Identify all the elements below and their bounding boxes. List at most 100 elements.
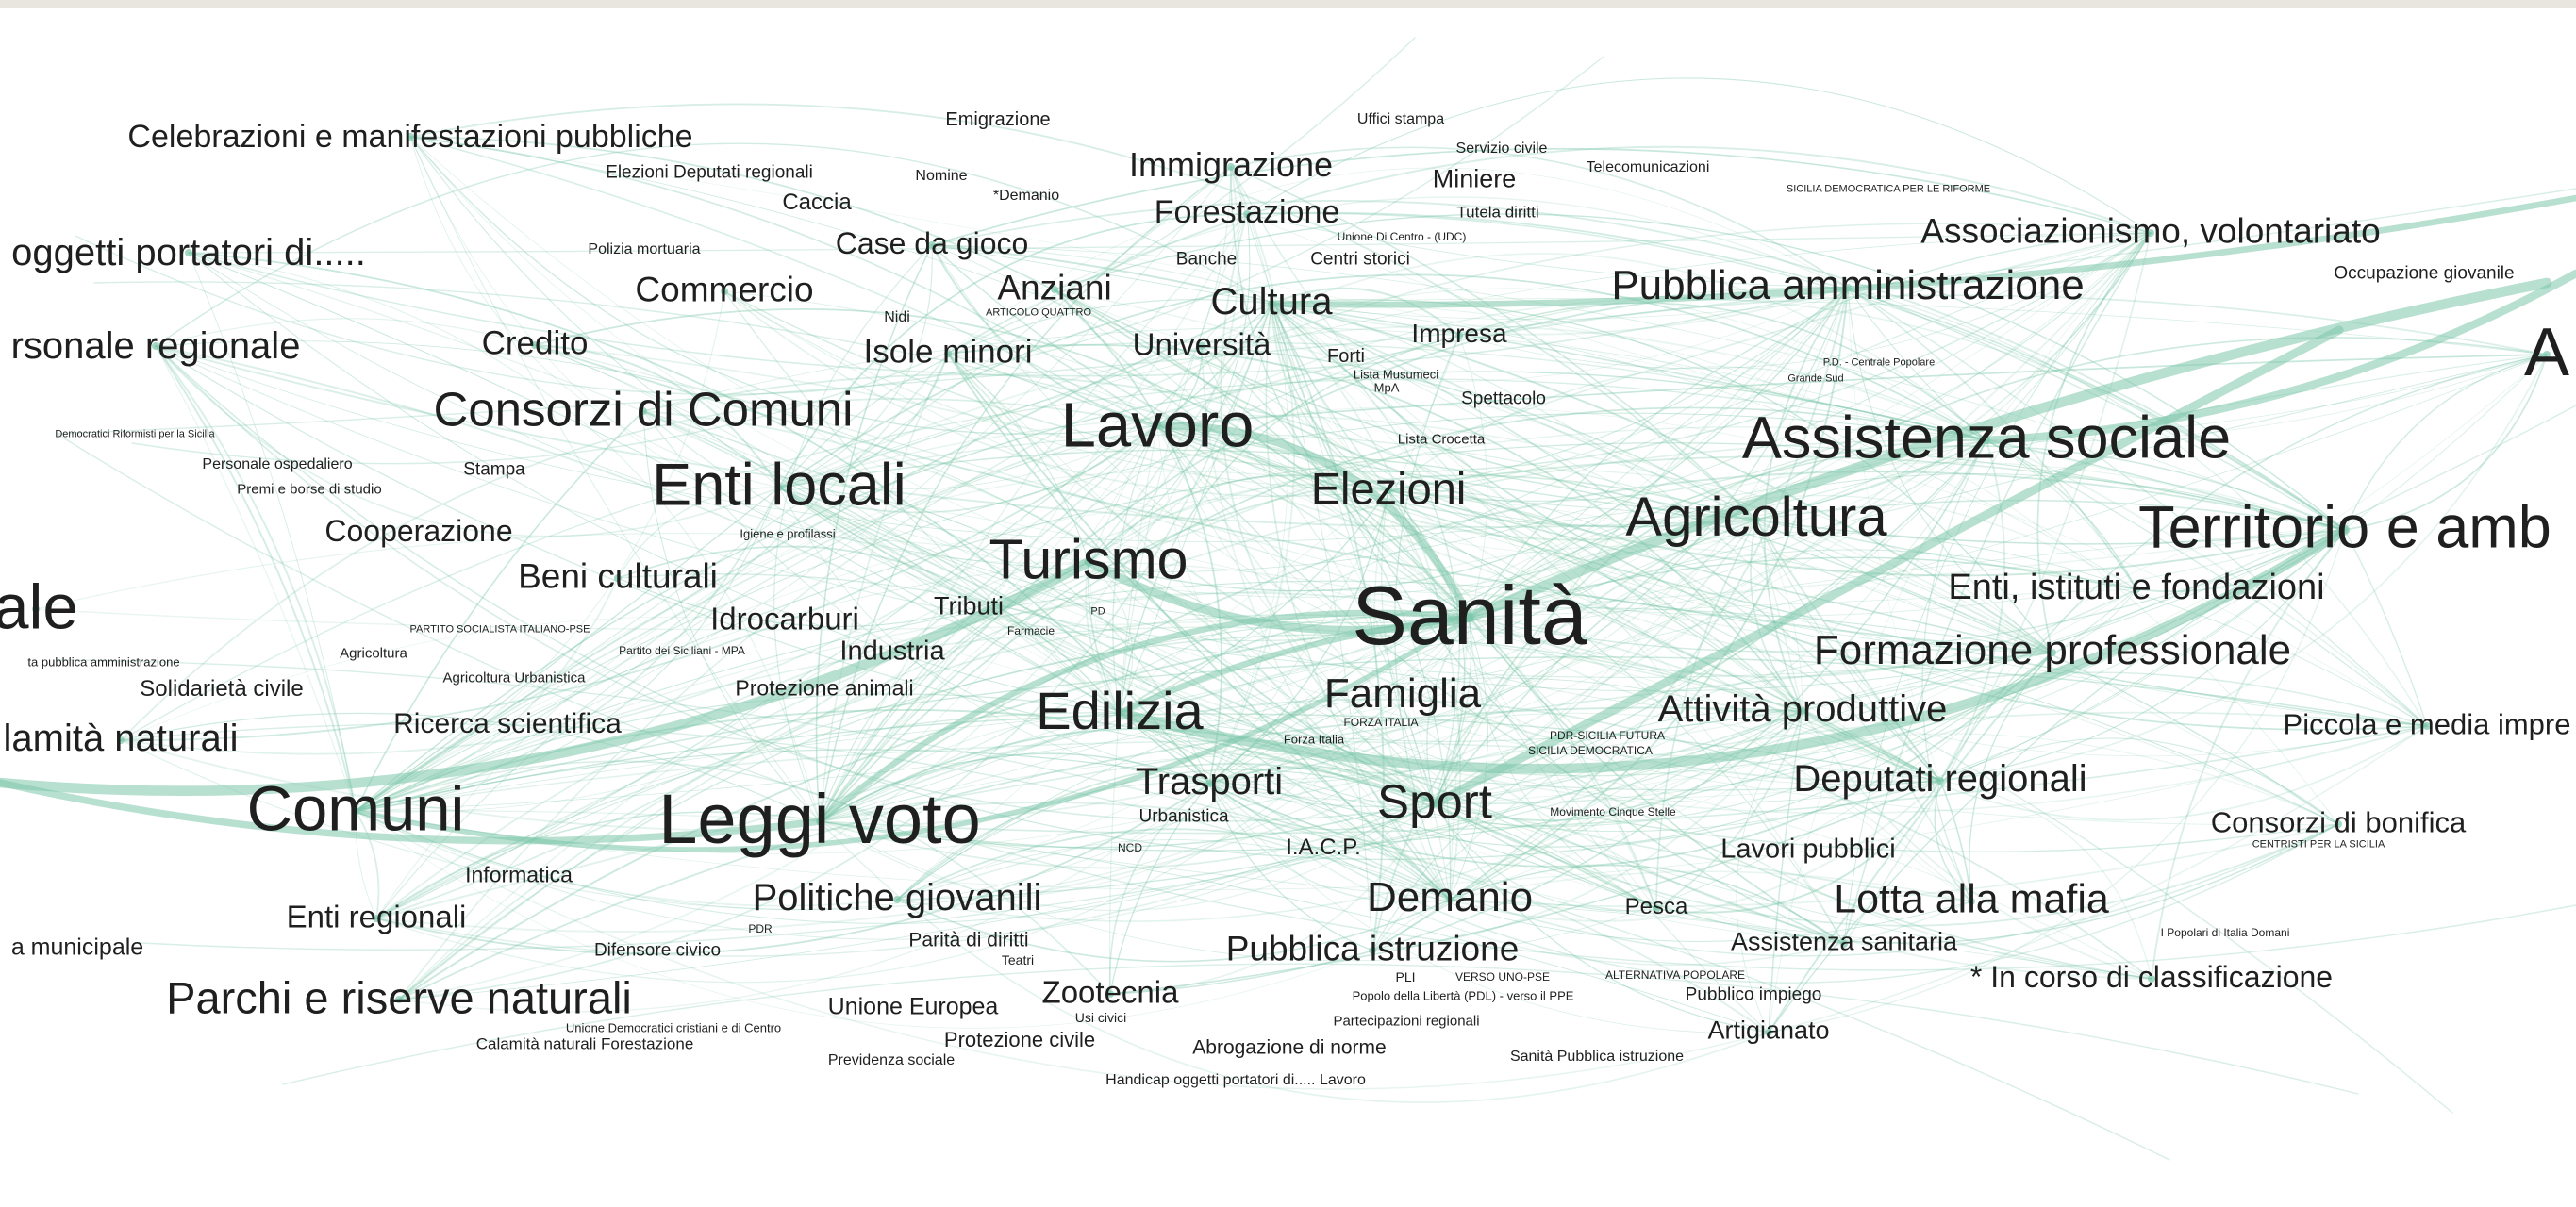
graph-node xyxy=(1106,990,1114,998)
graph-edge xyxy=(1802,710,2152,980)
topic-label: MpA xyxy=(1373,380,1400,395)
graph-edge xyxy=(947,353,1451,901)
graph-edge xyxy=(778,487,1845,945)
graph-edge xyxy=(1763,287,1849,712)
graph-edge xyxy=(642,410,1121,714)
graph-edge xyxy=(1119,712,1972,902)
graph-edge xyxy=(1434,802,1657,912)
graph-edge xyxy=(1755,519,2053,653)
graph-edge xyxy=(2344,354,2548,531)
graph-edge xyxy=(1469,232,2152,619)
graph-edge xyxy=(1388,470,2053,653)
graph-edge xyxy=(56,188,2576,435)
graph-node xyxy=(893,896,901,903)
graph-edge xyxy=(534,344,780,488)
topic-label: Zootecnia xyxy=(1041,974,1179,1010)
topic-label: Immigrazione xyxy=(1128,145,1334,184)
graph-edge xyxy=(931,199,2346,531)
graph-edge xyxy=(1469,556,2137,619)
graph-edge xyxy=(1271,287,1849,336)
topic-label: Formazione professionale xyxy=(1813,627,2292,673)
graph-edge xyxy=(819,474,1757,822)
graph-edge xyxy=(409,136,1158,435)
graph-edge xyxy=(534,344,1121,714)
graph-edge xyxy=(398,426,1987,1000)
graph-edge xyxy=(642,410,1451,901)
graph-edge xyxy=(120,424,1158,755)
graph-edge xyxy=(188,252,2346,742)
graph-edge xyxy=(1469,588,2137,619)
graph-edge xyxy=(355,656,2428,812)
graph-edge xyxy=(778,449,2339,825)
graph-edge xyxy=(642,373,1803,712)
graph-edge xyxy=(1088,213,1251,563)
graph-edge xyxy=(819,166,1232,822)
graph-edge xyxy=(819,353,949,822)
graph-edge xyxy=(819,406,1987,822)
topic-label: NCD xyxy=(1118,841,1142,854)
graph-edge xyxy=(1088,303,1272,563)
graph-edge xyxy=(131,37,1416,465)
graph-edge xyxy=(355,760,1111,995)
topic-label: Caccia xyxy=(782,190,852,215)
graph-edge xyxy=(1388,489,1972,902)
graph-edge xyxy=(1434,802,1770,1033)
graph-edge xyxy=(355,442,2346,812)
graph-edge xyxy=(1388,287,1849,491)
graph-node xyxy=(775,484,783,491)
graph-edge xyxy=(1768,652,2053,1033)
graph-node xyxy=(117,736,125,744)
graph-edge xyxy=(1108,783,1210,995)
graph-edge xyxy=(1156,424,1451,901)
graph-node xyxy=(1198,342,1205,350)
graph-edge xyxy=(1755,519,2137,590)
graph-edge xyxy=(617,573,1436,804)
graph-edge xyxy=(1394,335,1460,901)
topic-label: Movimento Cinque Stelle xyxy=(1550,805,1676,818)
topic-label: Comuni xyxy=(246,773,465,845)
graph-node xyxy=(2133,586,2140,593)
graph-edge xyxy=(1434,354,2548,805)
graph-edge xyxy=(141,405,2576,951)
topic-label: Servizio civile xyxy=(1455,141,1548,157)
topic-label: Calamità naturali Forestazione xyxy=(475,1034,694,1053)
graph-edge xyxy=(1847,287,2346,531)
topic-label: Unione Europea xyxy=(827,993,999,1020)
graph-edge xyxy=(947,353,1089,563)
topic-label: Elezioni Deputati regionali xyxy=(606,162,813,183)
graph-edge xyxy=(1449,617,1471,901)
graph-node xyxy=(2147,229,2154,237)
graph-edge xyxy=(819,561,1089,822)
topic-label: Commercio xyxy=(635,270,814,309)
graph-edge xyxy=(1469,287,1849,619)
topic-label: Beni culturali xyxy=(518,556,718,596)
graph-edge xyxy=(1230,146,1849,289)
topic-label: Pubblica amministrazione xyxy=(1611,262,2085,308)
graph-edge xyxy=(1208,549,2428,785)
topic-label: Emigrazione xyxy=(945,109,1051,130)
graph-edge xyxy=(1156,354,2548,426)
graph-edge xyxy=(1230,166,1471,619)
graph-edge xyxy=(1449,899,2152,980)
graph-edge xyxy=(1939,780,2152,980)
graph-edge xyxy=(778,424,1158,514)
graph-edge xyxy=(1246,213,1849,289)
graph-edge xyxy=(1088,561,1972,902)
topic-label: Piccola e media impre xyxy=(2283,707,2571,741)
graph-edge xyxy=(155,345,1987,542)
graph-edge xyxy=(819,752,1210,822)
graph-edge xyxy=(1986,354,2548,442)
graph-edge xyxy=(778,487,1941,782)
topic-label: Solidarietà civile xyxy=(140,676,304,702)
topic-label: Sanità xyxy=(1352,569,1587,662)
graph-node xyxy=(1431,800,1438,807)
graph-edge xyxy=(773,244,933,822)
topic-label: Trasporti xyxy=(1135,761,1284,802)
topic-label: PDR xyxy=(748,922,773,935)
graph-edge xyxy=(1109,802,1436,995)
topic-label: Forti xyxy=(1327,346,1365,367)
graph-edge xyxy=(778,213,1248,488)
graph-edge xyxy=(188,252,1436,804)
